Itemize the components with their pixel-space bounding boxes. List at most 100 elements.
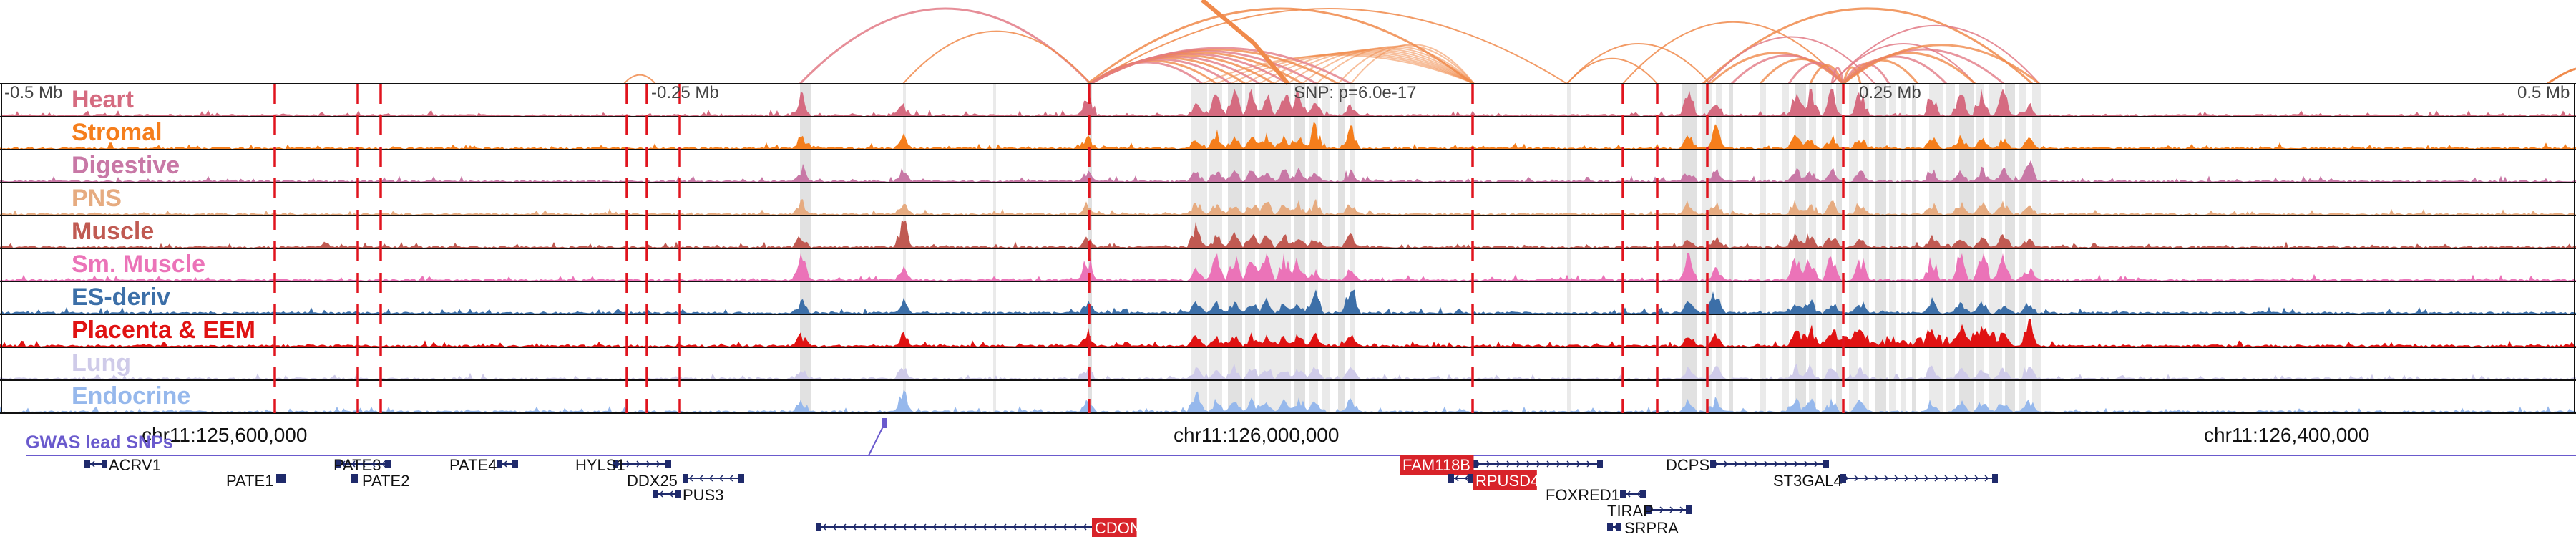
signal-endocrine (0, 390, 2576, 412)
strand-arrow-icon (1884, 475, 1889, 482)
scale-label-plus-05: 0.5 Mb (2517, 83, 2570, 102)
strand-arrow-icon (658, 490, 663, 498)
strand-arrow-icon (1754, 460, 1759, 468)
gene-rpusd4: RPUSD4 (1448, 470, 1539, 490)
loop-arc (1702, 7, 2034, 85)
gene-label: PATE4 (449, 456, 497, 474)
gene-pus3: PUS3 (653, 486, 723, 504)
track-label: Digestive (72, 152, 180, 179)
gene-label: FAM118B (1402, 456, 1470, 474)
strand-arrow-icon (972, 523, 977, 531)
signal-placenta-eem (0, 319, 2576, 347)
gene-exon (653, 490, 658, 498)
strand-arrow-icon (351, 460, 356, 468)
strand-arrow-icon (1082, 523, 1087, 531)
strand-arrow-icon (656, 460, 661, 468)
gene-exon (102, 460, 107, 468)
loop-arc (1809, 64, 1845, 84)
signal-muscle (0, 221, 2576, 248)
strand-arrow-icon (1546, 460, 1551, 468)
strand-arrow-icon (1764, 460, 1769, 468)
track-label: Sm. Muscle (72, 251, 205, 278)
gene-ddx25: DDX25 (627, 472, 744, 490)
snp-connector (868, 423, 885, 456)
strand-arrow-icon (841, 523, 847, 531)
loop-arc (1831, 24, 2040, 84)
strand-arrow-icon (902, 523, 907, 531)
strand-arrow-icon (708, 475, 713, 482)
loop-arc (1201, 0, 1290, 85)
gene-exon (816, 523, 821, 531)
loop-arc (2547, 67, 2576, 85)
strand-arrow-icon (381, 460, 386, 468)
gwas-track-label: GWAS lead SNPs (26, 432, 173, 453)
strand-arrow-icon (1944, 475, 1949, 482)
gene-exon (497, 460, 502, 468)
gene-exon (1597, 460, 1603, 468)
strand-arrow-icon (90, 460, 95, 468)
gene-exon (276, 474, 282, 483)
loop-arcs (623, 0, 2576, 85)
strand-arrow-icon (1814, 460, 1819, 468)
gene-dcps: DCPS (1666, 456, 1829, 474)
gene-exon (280, 474, 286, 483)
strand-arrow-icon (1506, 460, 1511, 468)
strand-arrow-icon (1984, 475, 1989, 482)
coordinate-label-125600000: chr11:125,600,000 (142, 424, 307, 446)
strand-arrow-icon (1964, 475, 1969, 482)
gene-label: FOXRED1 (1546, 486, 1620, 504)
strand-arrow-icon (1914, 475, 1919, 482)
gene-label: RPUSD4 (1475, 472, 1539, 490)
gene-highlight-box (1400, 455, 1474, 475)
gene-st3gal4: ST3GAL4 (1773, 472, 1998, 490)
gene-exon (1448, 474, 1454, 483)
gene-highlight-box (1092, 518, 1137, 537)
gene-exon (335, 460, 341, 468)
strand-arrow-icon (1804, 460, 1809, 468)
gene-exon (385, 460, 391, 468)
strand-arrow-icon (1454, 475, 1459, 482)
gene-label: PUS3 (683, 486, 723, 504)
strand-arrow-icon (1636, 490, 1641, 498)
strand-arrow-icon (1566, 460, 1571, 468)
strand-arrow-icon (892, 523, 897, 531)
signal-es-deriv (0, 289, 2576, 314)
gene-exon (1686, 505, 1692, 514)
dashed-markers (273, 84, 1845, 413)
strand-arrow-icon (912, 523, 917, 531)
gene-exon (1710, 460, 1716, 468)
strand-arrow-icon (852, 523, 857, 531)
strand-arrow-icon (1864, 475, 1869, 482)
gene-pate2: PATE2 (351, 472, 409, 490)
strand-arrow-icon (1854, 475, 1859, 482)
gene-label: PATE1 (226, 472, 273, 490)
strand-arrow-icon (688, 475, 693, 482)
strand-arrow-icon (1794, 460, 1799, 468)
strand-arrow-icon (882, 523, 887, 531)
strand-arrow-icon (872, 523, 877, 531)
strand-arrow-icon (1072, 523, 1077, 531)
signal-tracks (0, 83, 2576, 414)
loop-arc (1830, 67, 1845, 84)
scale-label-minus-05: -0.5 Mb (4, 83, 62, 102)
gene-acrv1: ACRV1 (84, 456, 161, 474)
coordinate-label-126400000: chr11:126,400,000 (2204, 424, 2369, 446)
strand-arrow-icon (1022, 523, 1027, 531)
strand-arrow-icon (942, 523, 947, 531)
gene-exon (512, 460, 518, 468)
strand-arrow-icon (1774, 460, 1779, 468)
loop-arc (1622, 21, 1844, 84)
track-label: Endocrine (72, 382, 190, 410)
gene-label: PATE3 (333, 456, 381, 474)
gene-exon (683, 474, 688, 483)
gene-label: ST3GAL4 (1773, 472, 1843, 490)
loop-arc (1759, 58, 1845, 84)
track-label: PNS (72, 185, 122, 212)
strand-arrow-icon (1626, 490, 1631, 498)
gene-exon (1616, 523, 1621, 531)
gene-exon (1607, 523, 1613, 531)
strand-arrow-icon (1002, 523, 1007, 531)
strand-arrow-icon (1586, 460, 1591, 468)
strand-arrow-icon (1724, 460, 1729, 468)
